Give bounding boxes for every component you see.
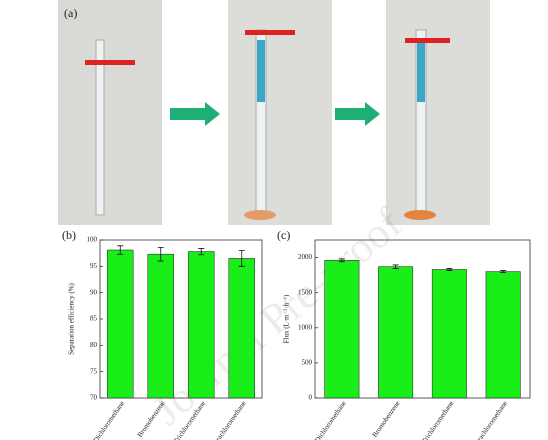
y-tick-label: 1000	[298, 323, 313, 331]
y-tick-label: 90	[90, 288, 98, 296]
y-axis-label: Separation efficiency (%)	[68, 282, 76, 354]
column	[95, 39, 105, 216]
x-tick-label: Bromobenzene	[371, 399, 402, 438]
y-tick-label: 80	[90, 341, 98, 349]
photo-panel: (a)	[58, 0, 490, 225]
bar	[187, 251, 215, 399]
error-bar	[117, 245, 124, 255]
arrow	[170, 102, 220, 126]
error-bar	[198, 248, 205, 256]
bar	[485, 271, 521, 399]
beaker-liquid	[404, 210, 436, 220]
panel-label: (c)	[277, 228, 290, 242]
bar	[378, 266, 414, 399]
y-tick-label: 95	[90, 262, 98, 270]
bar	[324, 260, 360, 399]
y-tick-label: 75	[90, 367, 98, 375]
y-tick-label: 1500	[298, 288, 313, 296]
error-bar	[500, 270, 507, 274]
photo	[58, 0, 162, 225]
x-tick-label: Tetrachloromethane	[209, 399, 248, 440]
error-bar	[338, 258, 345, 263]
bar	[147, 253, 175, 399]
clamp	[405, 38, 450, 43]
liquid	[257, 40, 265, 102]
x-tick-label: Tetrachloromethane	[470, 399, 509, 440]
y-tick-label: 0	[309, 394, 313, 402]
y-axis-label: Flux (L·m⁻²·h⁻¹)	[283, 294, 291, 343]
error-bar	[446, 268, 453, 271]
error-bar	[238, 250, 245, 267]
x-tick-label: Dichloromethane	[313, 399, 347, 440]
bar	[431, 269, 467, 399]
y-tick-label: 85	[90, 315, 98, 323]
y-tick-label: 500	[302, 358, 313, 366]
y-tick-label: 70	[90, 394, 98, 402]
y-tick-label: 2000	[298, 253, 313, 261]
panel-label: (a)	[64, 6, 77, 20]
error-bar	[392, 264, 399, 269]
plot-frame	[314, 239, 531, 399]
arrow	[335, 102, 380, 126]
liquid	[417, 40, 425, 102]
photo	[228, 0, 332, 225]
y-tick-label: 100	[87, 236, 98, 244]
x-tick-label: Dichloromethane	[92, 399, 126, 440]
beaker-liquid	[244, 210, 276, 220]
bar	[106, 249, 134, 399]
error-bar	[157, 246, 164, 262]
photo	[386, 0, 490, 225]
panel-label: (b)	[62, 228, 76, 242]
x-tick-label: Trichloromethane	[420, 399, 455, 440]
bar	[228, 258, 256, 399]
clamp	[245, 30, 295, 35]
clamp	[85, 60, 135, 65]
